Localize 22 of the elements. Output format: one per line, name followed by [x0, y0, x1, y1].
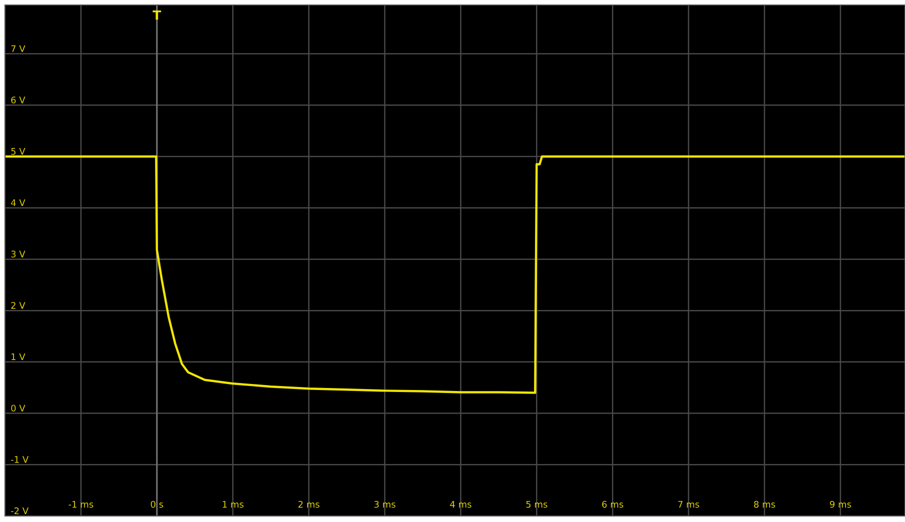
x-tick-label: 0 s [150, 500, 164, 508]
x-tick-label: 1 ms [222, 501, 244, 508]
y-tick-label: 2 V [11, 302, 26, 309]
y-tick-label: 3 V [11, 250, 26, 258]
x-tick-label: 9 ms [830, 500, 852, 508]
y-tick-label: 4 V [10, 199, 26, 206]
y-tick-label: 1 V [12, 353, 26, 360]
ref-line-label: T [152, 10, 162, 20]
x-tick-label: 6 ms [602, 500, 624, 508]
y-tick-label: -1 V [10, 456, 29, 463]
y-tick-label: 6 V [11, 96, 26, 104]
x-tick-label: -1 ms [68, 501, 94, 508]
y-tick-label: -2 V [10, 507, 29, 514]
x-tick-label: 8 ms [754, 500, 776, 508]
y-tick-label: 5 V [11, 148, 26, 155]
y-tick-label: 0 V [11, 404, 26, 412]
x-tick-label: 4 ms [450, 501, 472, 508]
x-tick-label: 5 ms [526, 501, 548, 508]
y-tick-label: 7 V [11, 45, 26, 52]
x-tick-label: 2 ms [298, 500, 320, 508]
x-tick-label: 7 ms [678, 501, 700, 508]
x-tick-label: 3 ms [374, 500, 396, 508]
